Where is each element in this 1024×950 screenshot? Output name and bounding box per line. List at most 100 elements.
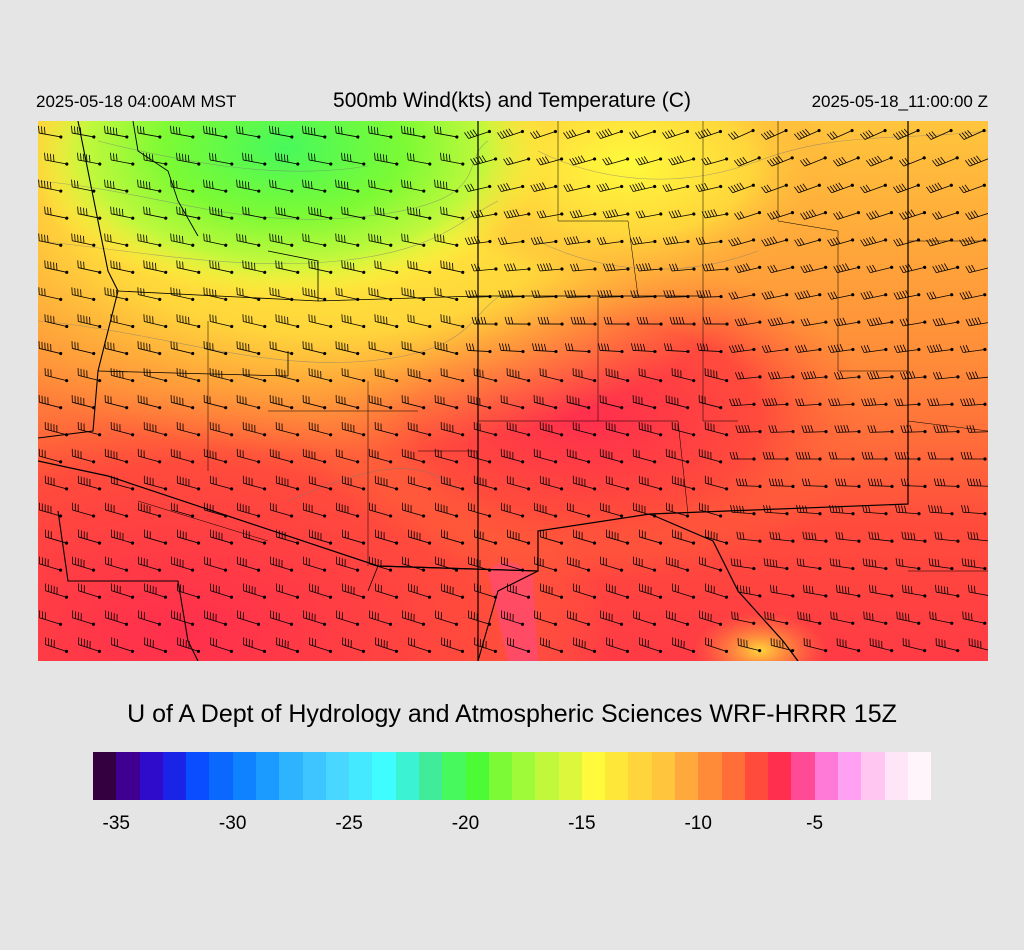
wind-barb (705, 529, 729, 545)
wind-barb (38, 125, 63, 139)
wind-barb (210, 637, 234, 653)
wind-barb (569, 155, 597, 166)
wind-barb (602, 209, 630, 219)
wind-barb (497, 236, 525, 245)
wind-barb (606, 637, 630, 653)
wind-barb (111, 529, 135, 545)
wind-barb (695, 128, 723, 139)
wind-barb (800, 156, 827, 167)
wind-barb (860, 344, 888, 353)
wind-barb (77, 421, 102, 437)
wind-barb (638, 368, 663, 383)
wind-barb (763, 505, 789, 516)
wind-barb (899, 263, 927, 274)
wind-barb (828, 451, 855, 461)
wind-barb (960, 451, 987, 461)
wind-barb (236, 233, 261, 247)
wind-barb (104, 341, 129, 356)
wind-barb (596, 128, 624, 139)
wind-barb (177, 637, 201, 653)
wind-barb (407, 314, 432, 329)
wind-barb (170, 395, 195, 410)
wind-barb (275, 421, 300, 437)
wind-barb (705, 637, 729, 653)
wind-barb (308, 206, 333, 220)
wind-barb (464, 129, 492, 139)
wind-barb (925, 128, 953, 140)
wind-barb (603, 316, 630, 326)
wind-barb (959, 183, 986, 194)
colorbar-swatch (744, 752, 769, 800)
wind-barb (665, 448, 690, 464)
wind-barb (506, 475, 531, 491)
wind-barb (695, 236, 723, 245)
wind-barb (434, 125, 459, 139)
wind-barb (110, 314, 135, 329)
wind-barb (302, 125, 327, 139)
wind-barb (892, 128, 920, 140)
wind-barb (899, 209, 927, 220)
wind-barb (335, 287, 360, 302)
wind-barb (342, 637, 366, 653)
wind-barb (794, 237, 822, 247)
wind-barb (599, 502, 624, 518)
wind-barb (894, 451, 921, 461)
wind-barb (966, 478, 988, 487)
wind-barb (704, 475, 729, 491)
wind-barb (635, 210, 663, 219)
wind-barb (39, 556, 63, 572)
wind-barb (833, 371, 861, 380)
wind-barb (110, 475, 135, 491)
wind-barb (866, 317, 894, 327)
wind-barb (407, 260, 432, 274)
wind-barb (144, 637, 168, 653)
wind-barb (932, 156, 959, 167)
wind-barb (434, 502, 459, 518)
wind-barb (270, 556, 294, 572)
wind-barb (531, 343, 558, 354)
wind-barb (900, 425, 927, 434)
wind-barb (236, 395, 261, 410)
wind-barb (473, 421, 498, 437)
wind-barb (893, 237, 921, 247)
wind-barb (933, 478, 960, 488)
wind-barb (636, 262, 663, 272)
wind-barb (567, 610, 591, 626)
wind-barb (335, 179, 360, 193)
wind-barb (966, 425, 988, 433)
wind-barb (104, 125, 129, 139)
wind-barb (440, 314, 465, 329)
wind-barb (695, 182, 723, 192)
wind-barb (143, 260, 168, 274)
wind-barb (236, 502, 261, 518)
wind-barb (802, 531, 828, 543)
colorbar-swatch (791, 752, 815, 800)
wind-barb (243, 529, 267, 545)
wind-barb (176, 314, 201, 329)
wind-barb (663, 343, 690, 354)
wind-barb (504, 263, 531, 272)
wind-barb (866, 155, 893, 167)
wind-barb (111, 583, 135, 599)
wind-barb (638, 475, 663, 491)
wind-barb (170, 341, 195, 356)
wind-barb (470, 155, 498, 166)
wind-barb (45, 529, 69, 545)
wind-barb (533, 502, 558, 518)
wind-barb (104, 287, 129, 302)
wind-barb (209, 475, 234, 491)
wind-barb (473, 475, 498, 491)
wind-barb (236, 125, 261, 139)
wind-barb (671, 475, 696, 491)
wind-barb (959, 344, 987, 353)
wind-barb (137, 395, 162, 410)
wind-barb (899, 156, 926, 167)
wind-barb (968, 584, 988, 597)
wind-barb (104, 395, 129, 410)
wind-barb (869, 638, 894, 653)
wind-barb (767, 210, 795, 220)
colorbar-swatch (93, 752, 117, 800)
wind-barb (374, 260, 399, 274)
wind-barb (137, 125, 162, 139)
wind-barb (563, 236, 591, 245)
